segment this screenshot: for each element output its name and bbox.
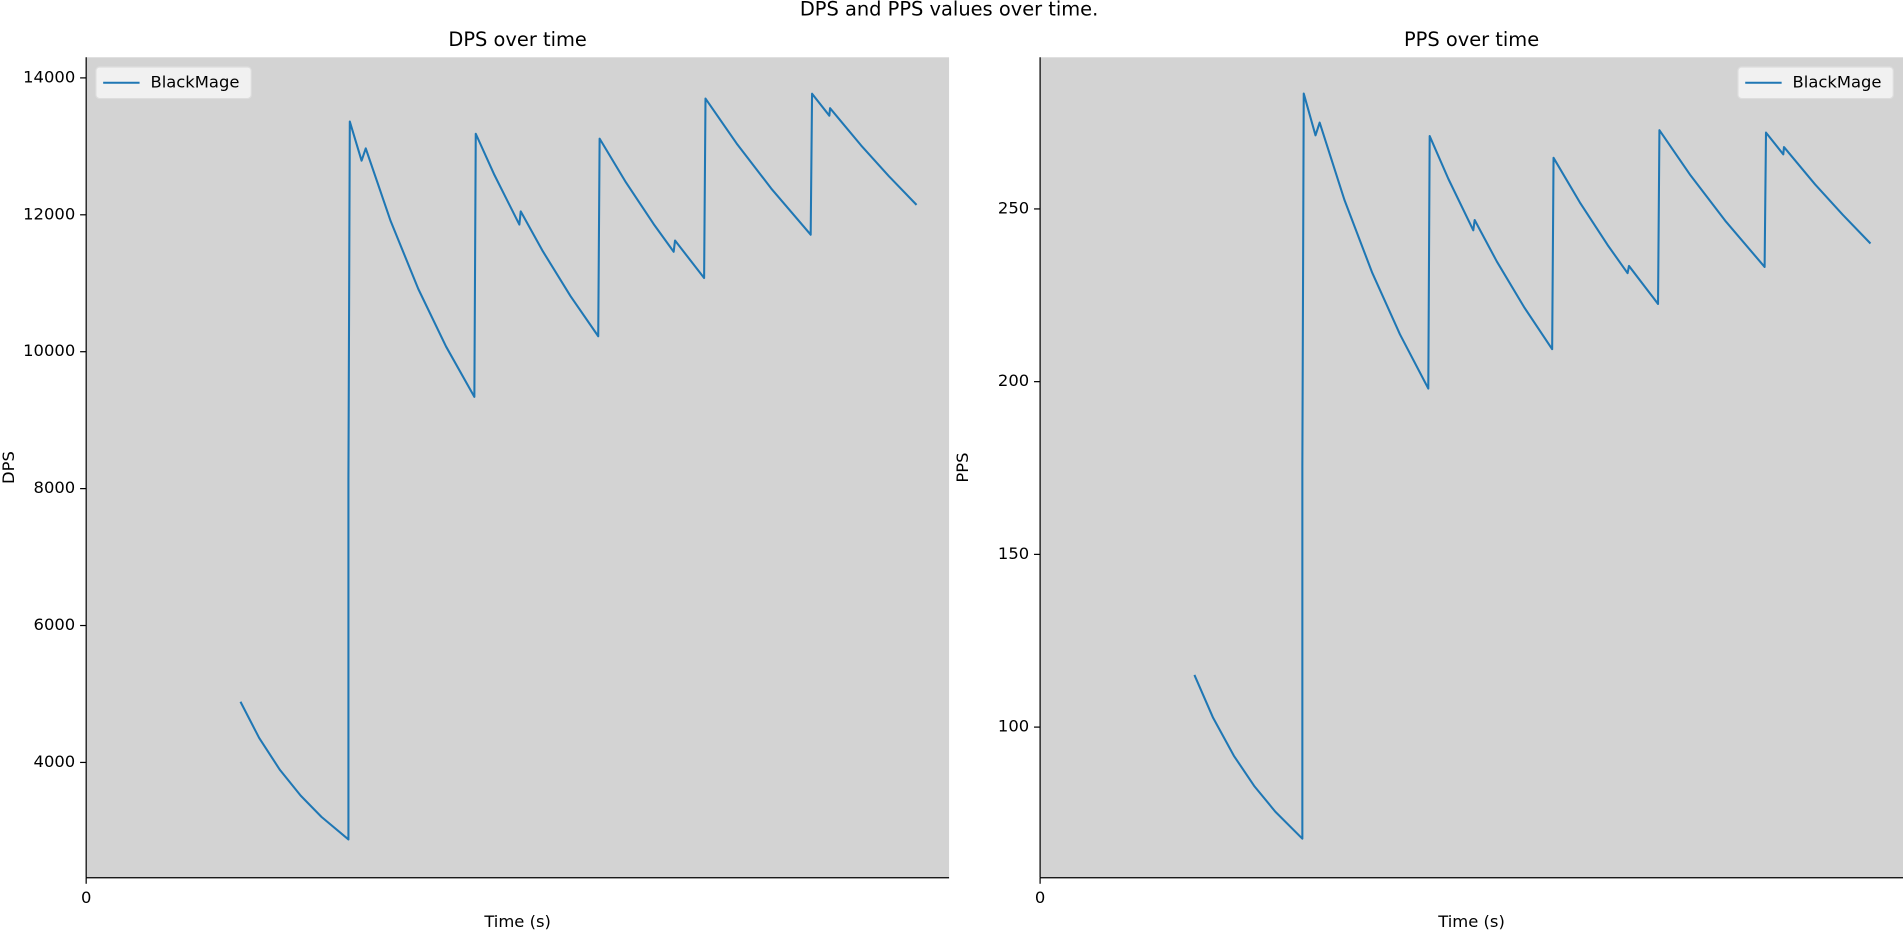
axes-title: DPS over time xyxy=(448,28,586,51)
y-tick-label: 12000 xyxy=(23,204,75,223)
legend-label: BlackMage xyxy=(1793,72,1882,91)
y-tick-label: 4000 xyxy=(34,752,76,771)
x-tick-label: 0 xyxy=(81,888,91,907)
y-tick-label: 8000 xyxy=(34,478,76,497)
data-line xyxy=(239,92,918,841)
y-tick-label: 14000 xyxy=(23,67,75,86)
subplot: 4000 6000 8000 10000 12000 14000 0 DPS over tim… xyxy=(0,28,950,931)
legend-label: BlackMage xyxy=(150,72,239,91)
figure-title: DPS and PPS values over time. xyxy=(800,0,1098,20)
x-axis-label: Time (s) xyxy=(1437,912,1505,931)
y-tick-label: 10000 xyxy=(23,341,75,360)
y-tick-label: 200 xyxy=(998,371,1029,390)
y-tick-label: 250 xyxy=(998,198,1029,217)
x-tick-label: 0 xyxy=(1035,888,1045,907)
plot-area xyxy=(86,57,950,878)
y-axis-label: PPS xyxy=(953,452,972,482)
data-line xyxy=(1193,92,1872,840)
y-axis-label: DPS xyxy=(0,451,18,484)
y-tick-label: 100 xyxy=(998,717,1029,736)
y-tick-label: 150 xyxy=(998,544,1029,563)
legend-box xyxy=(95,66,252,100)
legend-box xyxy=(1737,66,1894,100)
y-tick-label: 6000 xyxy=(34,615,76,634)
axes-title: PPS over time xyxy=(1404,28,1539,51)
subplot: 100 150 200 250 0 PPS over time Time (s) PPS Bla… xyxy=(953,28,1903,931)
x-axis-label: Time (s) xyxy=(483,912,551,931)
plot-area xyxy=(1040,57,1903,878)
